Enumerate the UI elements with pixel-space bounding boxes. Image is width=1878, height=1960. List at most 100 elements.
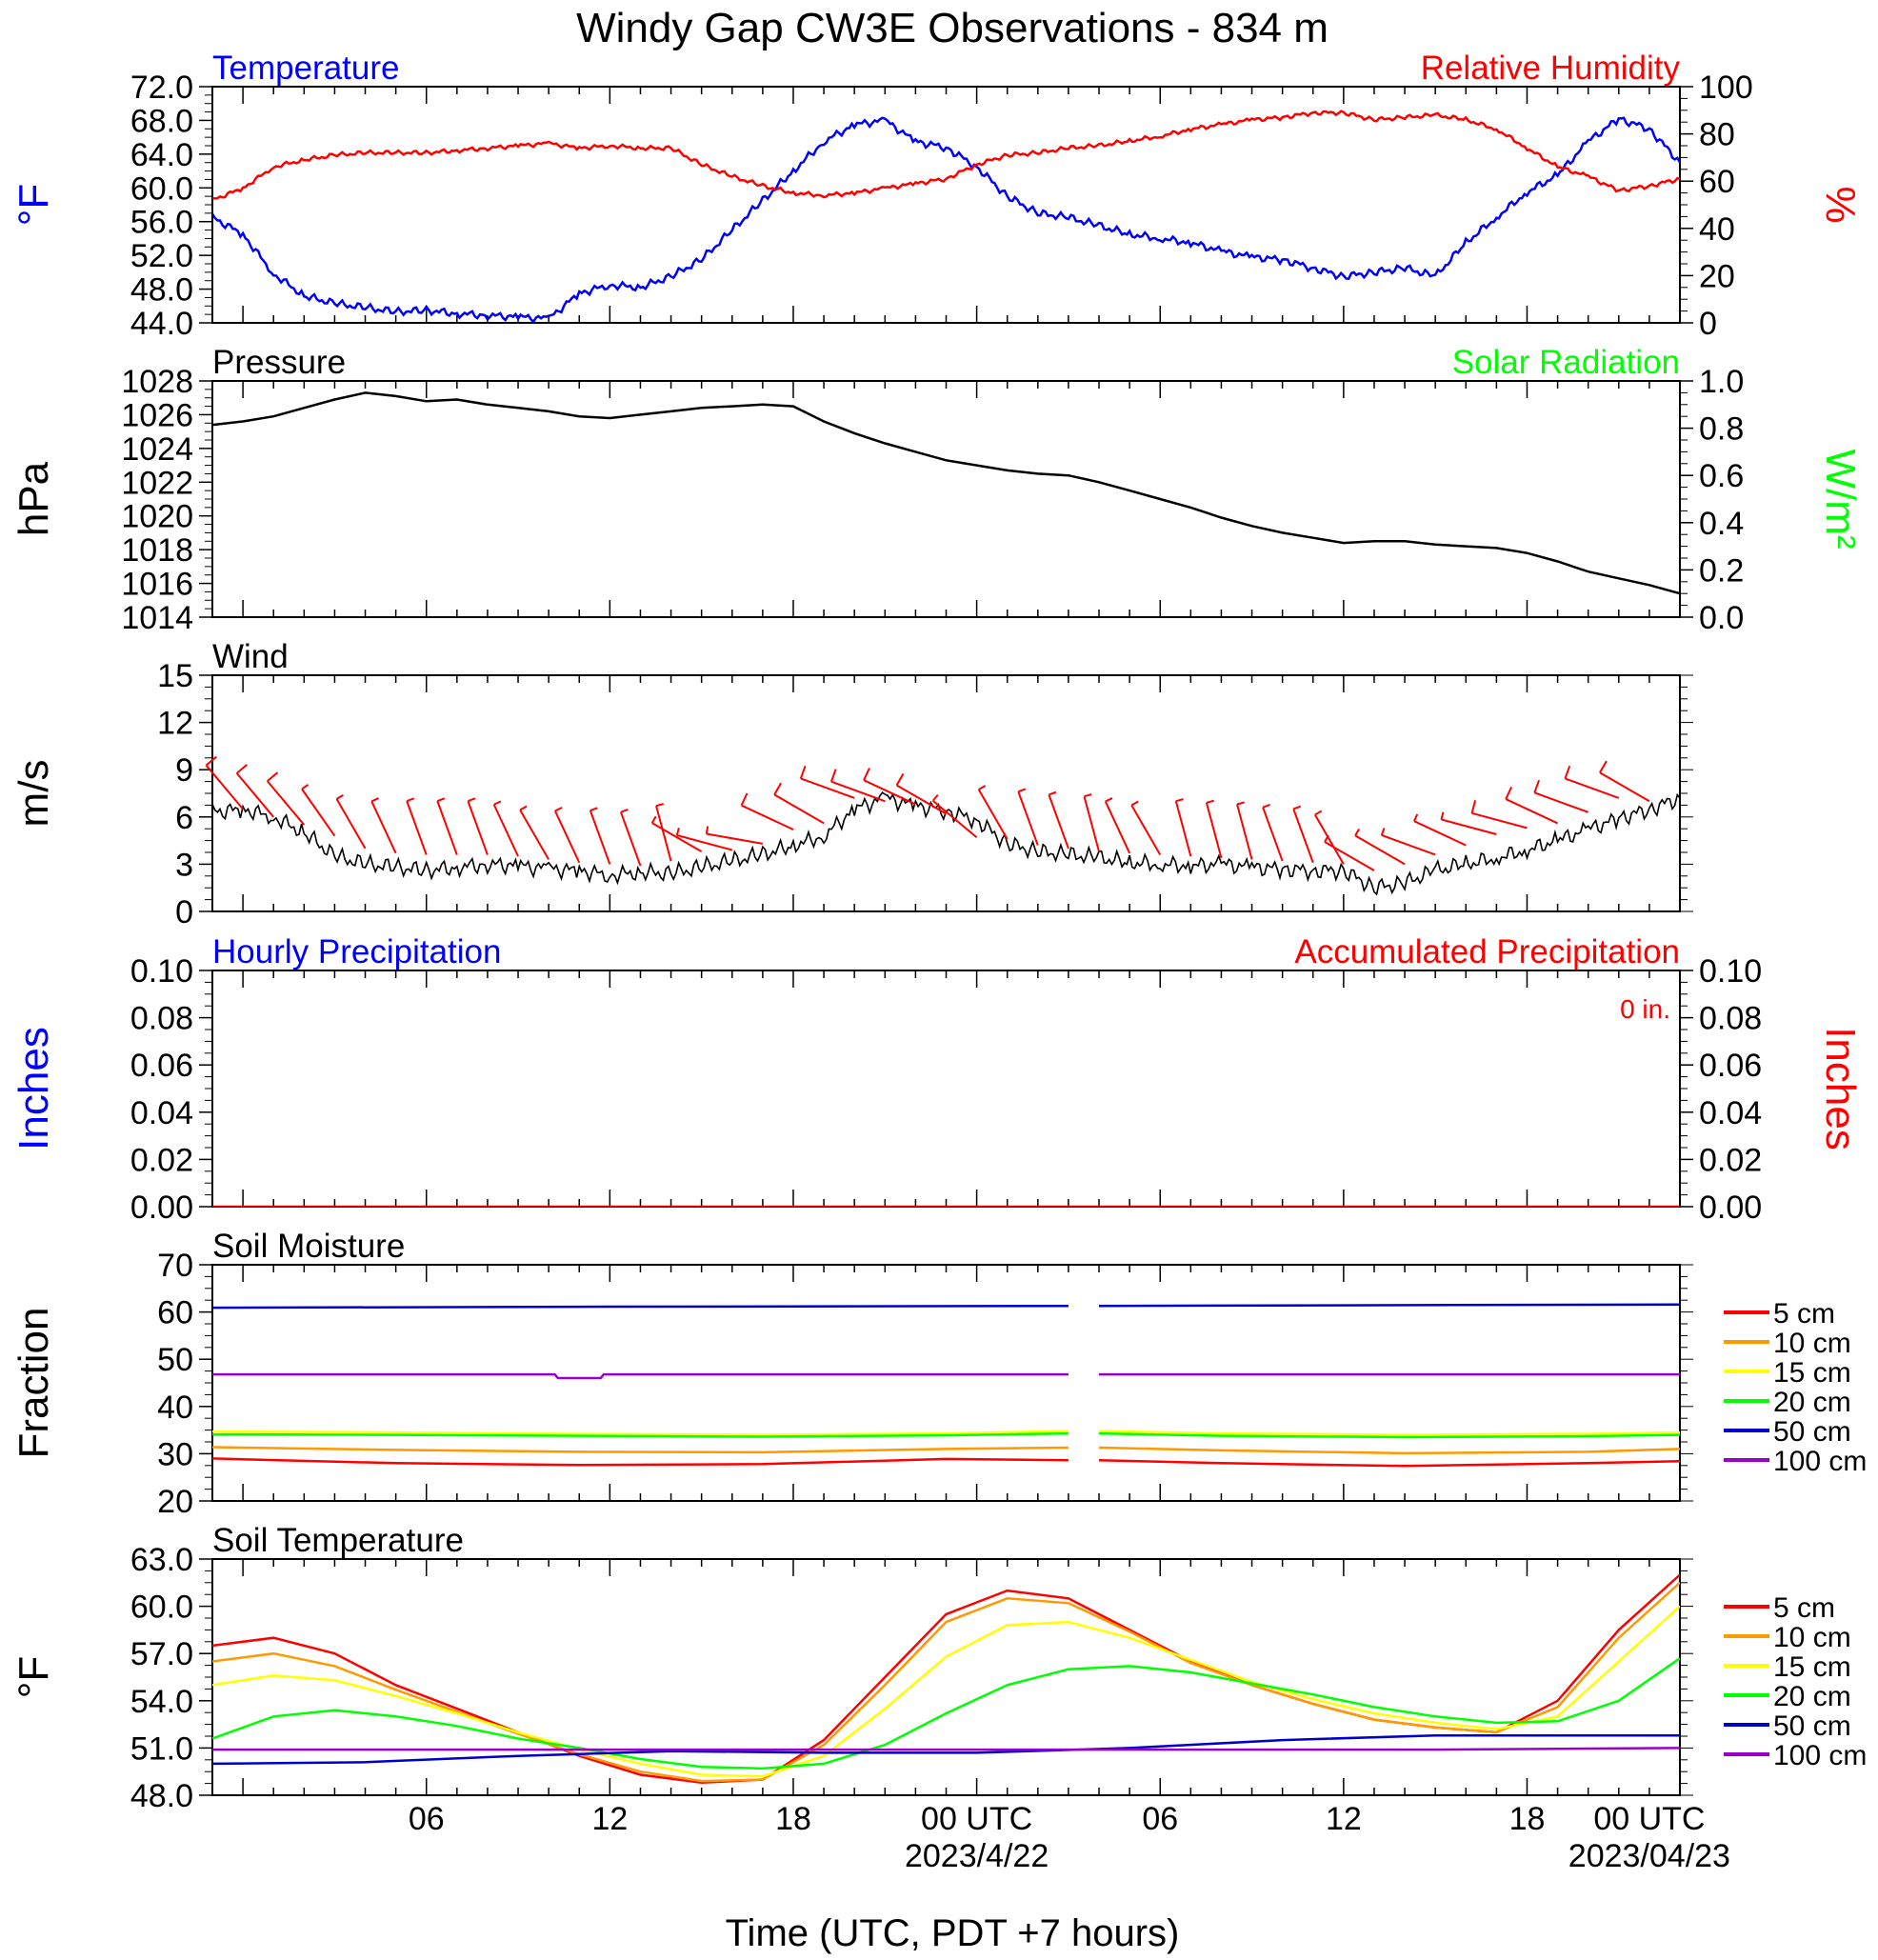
wind-barb-staff bbox=[1048, 794, 1069, 850]
wind-barb-feather bbox=[799, 765, 807, 779]
wind-barb-half-feather bbox=[406, 797, 415, 803]
y-tick-label-right: 0.6 bbox=[1699, 458, 1744, 494]
y-tick-label-left: 0.10 bbox=[130, 953, 193, 990]
legend-label: 50 cm bbox=[1773, 1416, 1851, 1448]
y-tick-label-left: 0 bbox=[175, 894, 193, 930]
wind-barb-half-feather bbox=[1175, 798, 1184, 803]
y-tick-label-right: 0.0 bbox=[1699, 600, 1744, 636]
wind-barb-staff bbox=[1381, 834, 1436, 856]
y-tick-label-right: 0.04 bbox=[1699, 1095, 1762, 1131]
series-line-100-cm bbox=[212, 1372, 1069, 1380]
wind-barb-staff bbox=[1354, 834, 1406, 866]
series-line-10-cm bbox=[212, 1581, 1680, 1783]
y-tick-label-left: 15 bbox=[157, 658, 193, 694]
wind-barb-half-feather bbox=[493, 800, 502, 806]
wind-barb-half-feather bbox=[655, 803, 665, 808]
y-tick-label-left: 40 bbox=[157, 1390, 193, 1426]
wind-barb-half-feather bbox=[436, 797, 446, 803]
x-tick-label: 06 bbox=[409, 1801, 445, 1837]
y-tick-label-left: 64.0 bbox=[130, 137, 193, 173]
y-axis-label-left: °F bbox=[10, 1656, 57, 1698]
wind-barb-staff bbox=[436, 800, 458, 855]
wind-barb-half-feather bbox=[468, 797, 476, 803]
wind-barb-staff bbox=[205, 764, 244, 810]
series-line-15-cm bbox=[1098, 1430, 1680, 1436]
legend-label: 20 cm bbox=[1773, 1387, 1851, 1418]
wind-barb-staff bbox=[1205, 802, 1223, 859]
y-tick-label-left: 68.0 bbox=[130, 103, 193, 139]
wind-barb-half-feather bbox=[1084, 793, 1092, 798]
wind-barb-half-feather bbox=[1440, 811, 1445, 820]
wind-barb-feather bbox=[1470, 800, 1477, 814]
wind-barb-staff bbox=[589, 810, 611, 865]
y-tick-label-right: 0.00 bbox=[1699, 1190, 1762, 1226]
series-line-5-cm bbox=[212, 1457, 1069, 1467]
y-tick-label-left: 12 bbox=[157, 706, 193, 742]
y-tick-label-left: 0.08 bbox=[130, 1001, 193, 1037]
wind-barb-staff bbox=[1262, 807, 1284, 862]
series-line-5-cm bbox=[1098, 1459, 1680, 1468]
x-tick-label: 12 bbox=[1326, 1801, 1362, 1837]
wind-barb-staff bbox=[553, 810, 581, 864]
series-line-relative-humidity bbox=[212, 110, 1680, 200]
wind-barb-feather bbox=[267, 771, 279, 782]
legend-label: 20 cm bbox=[1773, 1681, 1851, 1712]
wind-barb-half-feather bbox=[519, 805, 528, 811]
panel-title-left: Wind bbox=[212, 638, 289, 675]
wind-barb-staff bbox=[676, 834, 733, 851]
wind-barb-half-feather bbox=[1236, 801, 1245, 806]
wind-barb-feather bbox=[895, 772, 905, 786]
wind-barb-staff bbox=[1083, 795, 1100, 852]
wind-barb-half-feather bbox=[650, 815, 657, 824]
wind-barb-staff bbox=[1533, 791, 1589, 813]
precip-total-annotation: 0 in. bbox=[1620, 994, 1670, 1024]
y-tick-label-left: 1014 bbox=[121, 600, 193, 636]
y-axis-label-left: Fraction bbox=[10, 1308, 57, 1459]
series-line-20-cm bbox=[212, 1431, 1069, 1438]
x-tick-label: 18 bbox=[775, 1801, 811, 1837]
y-tick-label-left: 0.06 bbox=[130, 1048, 193, 1084]
wind-barb-half-feather bbox=[370, 797, 379, 803]
wind-barb-half-feather bbox=[1262, 804, 1270, 809]
wind-barb-half-feather bbox=[978, 785, 987, 790]
y-tick-label-left: 20 bbox=[157, 1484, 193, 1520]
legend-label: 100 cm bbox=[1773, 1740, 1867, 1771]
y-tick-label-right: 0.08 bbox=[1699, 1001, 1762, 1037]
y-axis-label-right: W/m² bbox=[1817, 449, 1864, 549]
panel-soil_moisture: 70 60 50 40 30 20 Soil Moisture Fraction 5 cm10 … bbox=[10, 1228, 1867, 1520]
y-tick-label-right: 0 bbox=[1699, 306, 1717, 342]
y-tick-label-right: 0.2 bbox=[1699, 552, 1744, 589]
y-tick-label-left: 52.0 bbox=[130, 238, 193, 274]
wind-barb-half-feather bbox=[1324, 834, 1329, 843]
series-line-15-cm bbox=[212, 1430, 1069, 1436]
wind-barb-half-feather bbox=[1130, 800, 1139, 807]
wind-barb-staff bbox=[266, 780, 306, 826]
legend-label: 5 cm bbox=[1773, 1592, 1835, 1624]
y-tick-label-left: 60.0 bbox=[130, 170, 193, 207]
y-tick-label-left: 1028 bbox=[121, 364, 193, 400]
legend-label: 100 cm bbox=[1773, 1446, 1867, 1477]
panel-wind: 15 12 9 6 3 0 Wind m/s bbox=[10, 638, 1693, 930]
legend-label: 15 cm bbox=[1773, 1651, 1851, 1683]
wind-barb-staff bbox=[741, 804, 794, 830]
y-tick-label-left: 1022 bbox=[121, 465, 193, 501]
y-tick-label-left: 0.02 bbox=[130, 1142, 193, 1178]
x-date-label: 2023/4/22 bbox=[905, 1838, 1049, 1874]
series-line-50-cm bbox=[212, 1304, 1069, 1310]
wind-barb-staff bbox=[519, 809, 550, 860]
wind-barb-feather bbox=[1564, 765, 1571, 779]
wind-barb-staff bbox=[1441, 818, 1497, 835]
y-tick-label-left: 0.00 bbox=[130, 1190, 193, 1226]
wind-barb-half-feather bbox=[1314, 810, 1323, 816]
plot-frame bbox=[211, 380, 1681, 618]
y-tick-label-left: 50 bbox=[157, 1342, 193, 1378]
series-line-15-cm bbox=[212, 1605, 1680, 1778]
y-tick-label-right: 80 bbox=[1699, 117, 1735, 153]
y-tick-label-left: 56.0 bbox=[130, 205, 193, 241]
y-tick-label-left: 60 bbox=[157, 1295, 193, 1331]
wind-barb-staff bbox=[1292, 809, 1314, 864]
x-tick-label: 00 UTC bbox=[921, 1801, 1032, 1837]
x-date-label: 2023/04/23 bbox=[1568, 1838, 1730, 1874]
plot-frame bbox=[211, 86, 1681, 324]
wind-barb-staff bbox=[800, 777, 855, 799]
